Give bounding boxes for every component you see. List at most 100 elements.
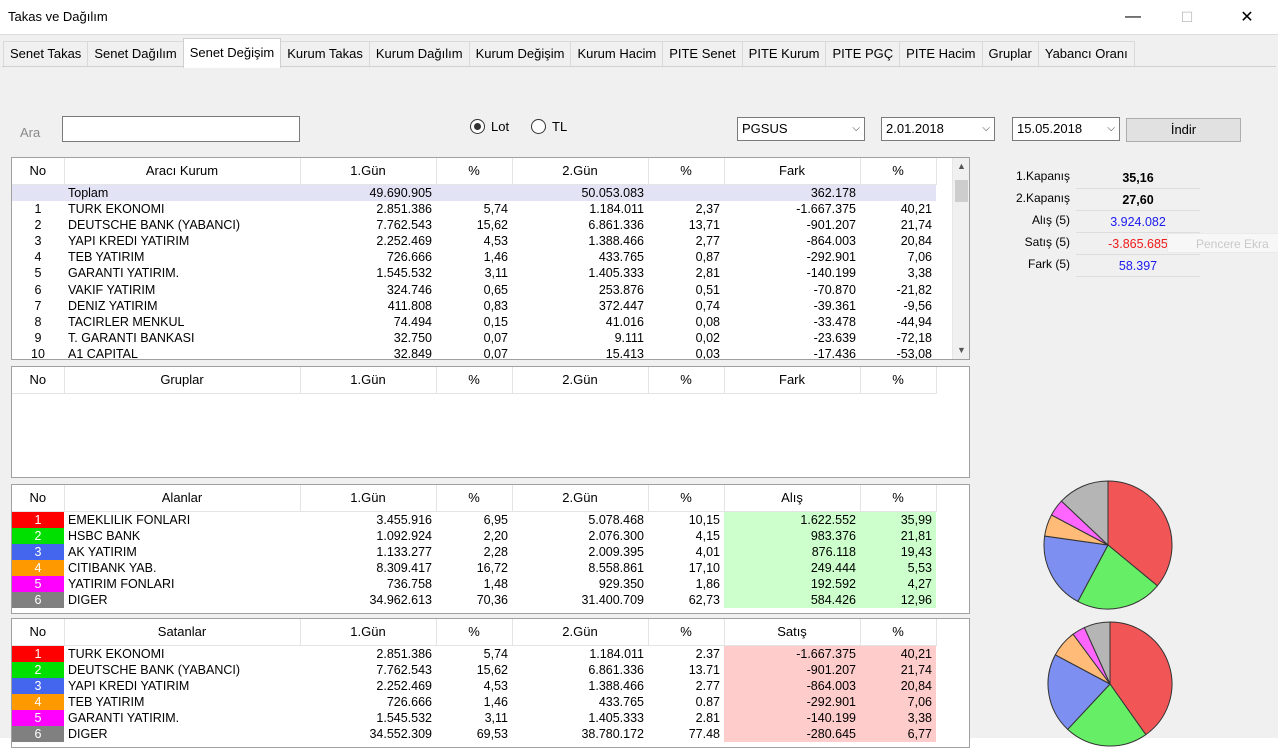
- column-header[interactable]: Alış: [724, 485, 861, 512]
- sellers-grid[interactable]: No Satanlar 1.Gün% 2.Gün% Satış% 1 TURK EKONOM…: [11, 618, 970, 748]
- tab-11[interactable]: Gruplar: [981, 41, 1039, 67]
- tab-12[interactable]: Yabancı Oranı: [1037, 41, 1135, 67]
- table-row[interactable]: 6 DIGER 34.552.309 69,53 38.780.172 77.48 -280…: [12, 726, 936, 743]
- pie-slice: [1107, 480, 1173, 587]
- table-row[interactable]: 4 TEB YATIRIM 726.666 1,46 433.765 0.87 -292.9…: [12, 693, 936, 711]
- column-header[interactable]: %: [648, 367, 725, 394]
- table-cell: 0,65: [483, 282, 508, 297]
- column-header[interactable]: 2.Gün: [512, 158, 649, 185]
- column-header[interactable]: No: [12, 619, 65, 646]
- table-row[interactable]: 7 DENIZ YATIRIM 411.808 0,83 372.447 0,74 -39.…: [12, 298, 936, 314]
- column-header[interactable]: Fark: [724, 367, 861, 394]
- tab-2[interactable]: Senet Değişim: [182, 38, 282, 68]
- column-header[interactable]: %: [436, 619, 513, 646]
- tab-1[interactable]: Senet Dağılım: [87, 41, 184, 67]
- scroll-up-icon[interactable]: ▲: [957, 161, 966, 171]
- table-row[interactable]: 5 YATIRIM FONLARI 736.758 1,48 929.350 1,86 19…: [12, 576, 936, 593]
- column-header[interactable]: Alanlar: [64, 485, 301, 512]
- tab-5[interactable]: Kurum Değişim: [468, 41, 572, 67]
- column-header[interactable]: Aracı Kurum: [64, 158, 301, 185]
- table-row[interactable]: 3 AK YATIRIM 1.133.277 2,28 2.009.395 4,01 876…: [12, 543, 936, 560]
- column-header[interactable]: %: [860, 485, 937, 512]
- table-row[interactable]: 5 GARANTI YATIRIM. 1.545.532 3,11 1.405.333 2…: [12, 265, 936, 281]
- total-row[interactable]: Toplam 49.690.905 50.053.083 362.178: [12, 184, 936, 201]
- radio-tl[interactable]: TL: [531, 119, 567, 134]
- tab-3[interactable]: Kurum Takas: [280, 41, 370, 67]
- date-start-select[interactable]: 2.01.2018 ⌵: [881, 117, 995, 141]
- table-cell: 2.77: [695, 678, 720, 693]
- table-row[interactable]: 6 DIGER 34.962.613 70,36 31.400.709 62,73 584.…: [12, 592, 936, 609]
- minimize-button[interactable]: —: [1125, 8, 1141, 25]
- tab-9[interactable]: PITE PGÇ: [825, 41, 901, 67]
- table-cell: 34.962.613: [369, 593, 432, 608]
- brokers-grid[interactable]: No Aracı Kurum 1.Gün% 2.Gün% Fark% Toplam 49.6…: [11, 157, 970, 360]
- rank-badge: 3: [12, 677, 64, 694]
- search-input[interactable]: [62, 116, 300, 142]
- tab-4[interactable]: Kurum Dağılım: [368, 41, 470, 67]
- table-cell: 20,84: [860, 677, 936, 694]
- table-row[interactable]: 5 GARANTI YATIRIM. 1.545.532 3,11 1.405.333 2…: [12, 710, 936, 727]
- rank-badge: 5: [12, 710, 64, 727]
- date-end-select[interactable]: 15.05.2018 ⌵: [1012, 117, 1120, 141]
- table-cell: 38.780.172: [581, 727, 644, 742]
- column-header[interactable]: 1.Gün: [300, 619, 437, 646]
- table-row[interactable]: 1 EMEKLILIK FONLARI 3.455.916 6,95 5.078.468…: [12, 511, 936, 528]
- close-button[interactable]: ✕: [1240, 9, 1254, 26]
- column-header[interactable]: 2.Gün: [512, 619, 649, 646]
- column-header[interactable]: %: [436, 485, 513, 512]
- tab-0[interactable]: Senet Takas: [3, 41, 89, 67]
- column-header[interactable]: %: [648, 485, 725, 512]
- maximize-button[interactable]: ☐: [1180, 8, 1194, 25]
- column-header[interactable]: No: [12, 367, 65, 394]
- table-cell: GARANTI YATIRIM.: [68, 266, 180, 281]
- radio-lot[interactable]: Lot: [470, 119, 509, 134]
- table-row[interactable]: 2 DEUTSCHE BANK (YABANCI) 7.762.543 15,62 6.…: [12, 217, 936, 233]
- column-header[interactable]: Fark: [724, 158, 861, 185]
- tab-8[interactable]: PITE Kurum: [741, 41, 827, 67]
- column-header[interactable]: No: [12, 158, 65, 185]
- column-header[interactable]: 1.Gün: [300, 158, 437, 185]
- column-header[interactable]: 1.Gün: [300, 485, 437, 512]
- column-header[interactable]: 2.Gün: [512, 485, 649, 512]
- buyers-grid[interactable]: No Alanlar 1.Gün% 2.Gün% Alış% 1 EMEKLILIK FON…: [11, 484, 970, 614]
- tab-7[interactable]: PITE Senet: [662, 41, 743, 67]
- column-header[interactable]: Satanlar: [64, 619, 301, 646]
- table-row[interactable]: 8 TACIRLER MENKUL 74.494 0,15 41.016 0,08 -33.…: [12, 314, 936, 330]
- column-header[interactable]: %: [436, 367, 513, 394]
- table-row[interactable]: 9 T. GARANTI BANKASI 32.750 0,07 9.111 0,02 -2…: [12, 330, 936, 346]
- table-row[interactable]: 1 TURK EKONOMI 2.851.386 5,74 1.184.011 2.37-…: [12, 645, 936, 662]
- table-row[interactable]: 2 HSBC BANK 1.092.924 2,20 2.076.300 4,15 983.…: [12, 527, 936, 544]
- column-header[interactable]: %: [860, 367, 937, 394]
- column-header[interactable]: %: [860, 158, 937, 185]
- column-header[interactable]: No: [12, 485, 65, 512]
- table-row[interactable]: 3 YAPI KREDI YATIRIM 2.252.469 4,53 1.388.46…: [12, 233, 936, 249]
- table-row[interactable]: 4 CITIBANK YAB. 8.309.417 16,72 8.558.861 17,…: [12, 559, 936, 577]
- scroll-down-icon[interactable]: ▼: [957, 345, 966, 355]
- table-cell: 5: [34, 266, 42, 281]
- tab-10[interactable]: PITE Hacim: [899, 41, 983, 67]
- table-cell: -39.361: [813, 298, 856, 313]
- table-row[interactable]: 6 VAKIF YATIRIM 324.746 0,65 253.876 0,51 -70.…: [12, 281, 936, 297]
- table-row[interactable]: 4 TEB YATIRIM 726.666 1,46 433.765 0,87 -292.9…: [12, 249, 936, 265]
- column-header[interactable]: Satış: [724, 619, 861, 646]
- column-header[interactable]: 1.Gün: [300, 367, 437, 394]
- column-header[interactable]: 2.Gün: [512, 367, 649, 394]
- scroll-thumb[interactable]: [955, 180, 968, 202]
- table-row[interactable]: 1 TURK EKONOMI 2.851.386 5,74 1.184.011 2,37 -…: [12, 201, 936, 217]
- groups-grid[interactable]: No Gruplar 1.Gün% 2.Gün% Fark%: [11, 366, 970, 478]
- column-header[interactable]: %: [648, 619, 725, 646]
- column-header[interactable]: %: [860, 619, 937, 646]
- symbol-select[interactable]: PGSUS ⌵: [737, 117, 865, 141]
- table-row[interactable]: 2 DEUTSCHE BANK (YABANCI) 7.762.543 15,62 6.…: [12, 661, 936, 678]
- column-header[interactable]: %: [436, 158, 513, 185]
- download-button[interactable]: İndir: [1126, 118, 1241, 142]
- tab-6[interactable]: Kurum Hacim: [570, 41, 664, 67]
- brokers-scrollbar[interactable]: ▲ ▼: [952, 158, 969, 359]
- table-cell: 0,83: [483, 298, 508, 313]
- table-row[interactable]: 10 A1 CAPITAL 32.849 0,07 15.413 0,03 -17.436 -…: [12, 346, 936, 359]
- table-cell: 32.750: [393, 331, 432, 346]
- table-row[interactable]: 3 YAPI KREDI YATIRIM 2.252.469 4,53 1.388.46…: [12, 677, 936, 694]
- column-header[interactable]: Gruplar: [64, 367, 301, 394]
- column-header[interactable]: %: [648, 158, 725, 185]
- table-cell: DIGER: [68, 593, 108, 608]
